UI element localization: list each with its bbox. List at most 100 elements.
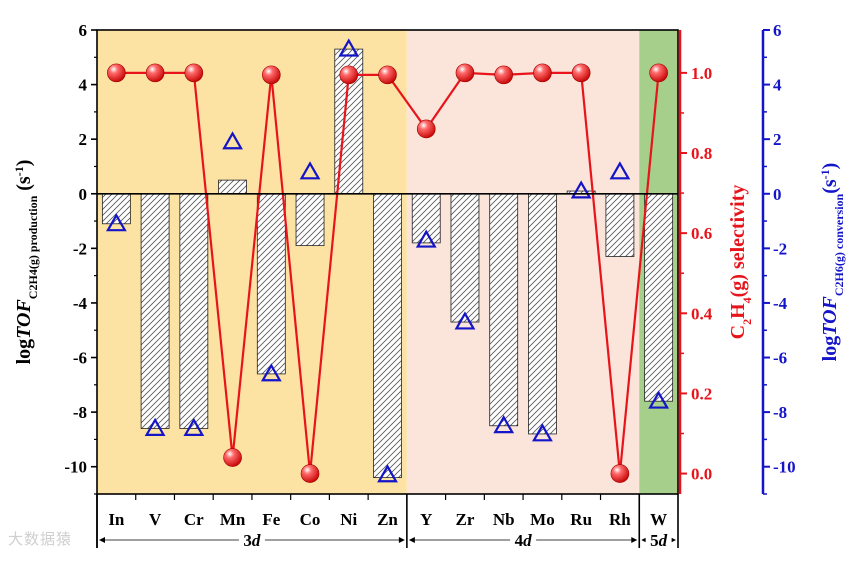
left-tick-label: -6 bbox=[73, 349, 87, 368]
selectivity-point-Y bbox=[416, 119, 436, 139]
group-arrow-left bbox=[99, 537, 105, 543]
watermark: 大数据猿 bbox=[8, 530, 73, 548]
selectivity-point-W bbox=[649, 63, 668, 83]
selectivity-point-Cr bbox=[184, 63, 204, 83]
x-tick-label: Mn bbox=[220, 510, 246, 529]
bar-In bbox=[101, 193, 131, 225]
x-tick-label: Fe bbox=[262, 510, 280, 529]
blue-tick-label: -10 bbox=[773, 458, 796, 477]
x-tick-label: Nb bbox=[493, 510, 515, 529]
x-tick-label: Mo bbox=[530, 510, 555, 529]
selectivity-point-Co bbox=[300, 464, 320, 483]
bar-Fe bbox=[256, 193, 286, 375]
group-label-3d: 3d bbox=[243, 531, 261, 550]
selectivity-point-Ru bbox=[571, 63, 591, 83]
selectivity-point-In bbox=[107, 63, 126, 83]
conversion-point-Mo bbox=[532, 423, 553, 442]
conversion-point-Co bbox=[299, 161, 321, 180]
left-tick-label: -4 bbox=[73, 294, 88, 313]
bar-Rh bbox=[605, 193, 635, 257]
group-label-bg bbox=[238, 531, 265, 549]
conversion-point-Y bbox=[415, 229, 437, 248]
left-tick-label: 6 bbox=[79, 21, 88, 40]
x-tick-label: W bbox=[650, 510, 667, 529]
conversion-point-Mn bbox=[222, 131, 243, 150]
conversion-point-Rh bbox=[609, 161, 631, 180]
conversion-point-Ni bbox=[338, 38, 360, 57]
x-tick-label: V bbox=[149, 510, 162, 529]
bar-Zn bbox=[373, 193, 402, 479]
x-tick-label: Ru bbox=[570, 510, 592, 529]
selectivity-point-Fe bbox=[261, 65, 281, 85]
selectivity-point-V bbox=[145, 63, 165, 83]
group-arrow-right bbox=[398, 537, 405, 543]
selectivity-point-Ni bbox=[339, 65, 359, 85]
group-label-bg bbox=[645, 531, 672, 549]
blue-tick-label: 4 bbox=[773, 76, 782, 95]
group-label-4d: 4d bbox=[515, 531, 533, 550]
bar-Y bbox=[411, 193, 441, 244]
x-tick-label: Cr bbox=[184, 510, 204, 529]
conversion-point-V bbox=[144, 417, 166, 436]
x-tick-label: Co bbox=[300, 510, 321, 529]
plot-frame bbox=[96, 29, 679, 495]
red-axis-title: C2H4(g) selectivity bbox=[727, 185, 754, 340]
conversion-point-W bbox=[648, 390, 670, 409]
group-label-5d: 5d bbox=[650, 531, 668, 550]
selectivity-point-Nb bbox=[494, 65, 514, 85]
group-arrow-left bbox=[408, 537, 415, 543]
blue-axis-title: logTOFC2H6(g) conversion(s-1) bbox=[818, 163, 846, 362]
red-tick-label: 0.4 bbox=[691, 304, 713, 323]
blue-tick-label: -6 bbox=[773, 349, 787, 368]
bar-Mn bbox=[218, 179, 247, 195]
blue-tick-label: -4 bbox=[773, 294, 788, 313]
left-tick-label: 2 bbox=[79, 130, 88, 149]
conversion-point-Ru bbox=[570, 180, 592, 199]
x-tick-label: Ni bbox=[340, 510, 357, 529]
red-tick-label: 0.2 bbox=[691, 384, 712, 403]
group-label-bg bbox=[510, 531, 537, 549]
selectivity-point-Mn bbox=[223, 448, 242, 467]
bar-Mo bbox=[528, 193, 557, 435]
bar-Co bbox=[295, 193, 325, 247]
selectivity-point-Zn bbox=[378, 65, 397, 85]
conversion-point-Nb bbox=[493, 415, 515, 434]
conversion-point-Zr bbox=[454, 311, 476, 330]
left-tick-label: 4 bbox=[79, 76, 88, 95]
x-tick-label: In bbox=[108, 510, 125, 529]
bar-Zr bbox=[450, 193, 480, 323]
x-tick-label: Zn bbox=[377, 510, 398, 529]
x-tick-label: Rh bbox=[609, 510, 631, 529]
left-tick-label: -2 bbox=[73, 239, 87, 258]
bar-Nb bbox=[489, 193, 519, 427]
left-tick-label: -8 bbox=[73, 403, 87, 422]
red-tick-label: 1.0 bbox=[691, 64, 712, 83]
blue-tick-label: 6 bbox=[773, 21, 782, 40]
conversion-point-Fe bbox=[260, 363, 282, 382]
selectivity-point-Rh bbox=[610, 464, 630, 483]
selectivity-point-Mo bbox=[533, 63, 552, 83]
bar-Cr bbox=[179, 193, 209, 429]
left-tick-label: 0 bbox=[79, 185, 88, 204]
blue-tick-label: -2 bbox=[773, 239, 787, 258]
red-tick-label: 0.6 bbox=[691, 224, 712, 243]
blue-tick-label: 2 bbox=[773, 130, 782, 149]
selectivity-point-Zr bbox=[455, 63, 475, 83]
bar-V bbox=[140, 193, 170, 429]
conversion-point-Cr bbox=[183, 417, 205, 436]
blue-tick-label: 0 bbox=[773, 185, 782, 204]
red-tick-label: 0.8 bbox=[691, 144, 712, 163]
group-background-4d bbox=[406, 30, 640, 494]
group-arrow-right bbox=[631, 537, 638, 543]
conversion-point-In bbox=[105, 213, 127, 232]
red-tick-label: 0.0 bbox=[691, 465, 712, 484]
blue-tick-label: -8 bbox=[773, 403, 787, 422]
conversion-point-Zn bbox=[377, 464, 398, 483]
x-tick-label: Zr bbox=[456, 510, 475, 529]
left-axis-title: logTOFC2H4(g) production (s-1) bbox=[12, 160, 40, 365]
left-tick-label: -10 bbox=[64, 458, 87, 477]
x-tick-label: Y bbox=[420, 510, 432, 529]
bar-W bbox=[644, 193, 674, 402]
